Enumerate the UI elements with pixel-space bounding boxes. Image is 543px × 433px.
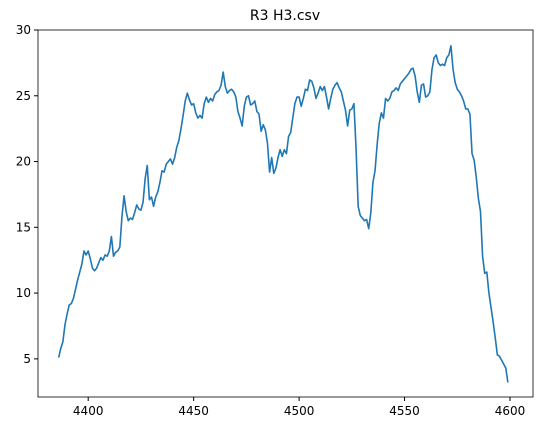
y-tick-label: 15 xyxy=(16,220,31,234)
plot-frame xyxy=(37,29,534,398)
x-tick-label: 4500 xyxy=(284,404,315,418)
y-tick-label: 10 xyxy=(16,286,31,300)
y-tick-label: 5 xyxy=(23,352,31,366)
y-tick-label: 25 xyxy=(16,89,31,103)
x-tick-label: 4450 xyxy=(178,404,209,418)
x-tick-label: 4600 xyxy=(495,404,526,418)
y-tick-label: 20 xyxy=(16,155,31,169)
data-line xyxy=(57,44,509,383)
x-tick-label: 4550 xyxy=(389,404,420,418)
x-tick-label: 4400 xyxy=(73,404,104,418)
chart-title: R3 H3.csv xyxy=(250,8,320,24)
y-tick-label: 30 xyxy=(16,23,31,37)
